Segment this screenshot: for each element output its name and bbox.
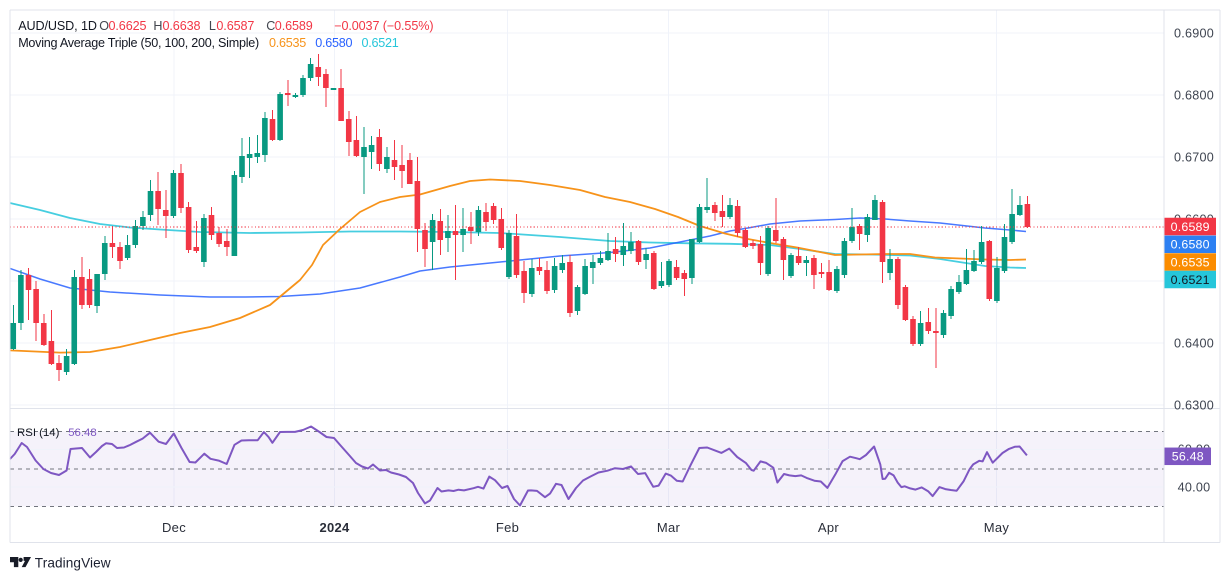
- svg-text:0.6589: 0.6589: [1171, 220, 1210, 234]
- svg-text:0.6580: 0.6580: [1171, 238, 1210, 252]
- svg-text:Feb: Feb: [496, 520, 519, 535]
- svg-text:56.48: 56.48: [1172, 450, 1204, 464]
- svg-text:0.6300: 0.6300: [1174, 398, 1214, 412]
- svg-text:0.6900: 0.6900: [1174, 26, 1214, 40]
- svg-text:0.6400: 0.6400: [1174, 336, 1214, 350]
- svg-text:2024: 2024: [319, 520, 350, 535]
- svg-text:0.6700: 0.6700: [1174, 150, 1214, 164]
- svg-text:Apr: Apr: [818, 520, 840, 535]
- svg-text:40.00: 40.00: [1178, 480, 1211, 494]
- svg-text:0.6521: 0.6521: [1171, 273, 1210, 287]
- svg-text:TradingView: TradingView: [35, 556, 111, 571]
- svg-text:May: May: [984, 520, 1010, 535]
- svg-text:RSI (14)56.48: RSI (14) 56.48: [17, 427, 97, 439]
- svg-text:Dec: Dec: [162, 520, 186, 535]
- svg-text:0.6800: 0.6800: [1174, 88, 1214, 102]
- svg-text:Mar: Mar: [657, 520, 681, 535]
- svg-text:Moving Average Triple (50, 100: Moving Average Triple (50, 100, 200, Sim…: [18, 36, 399, 50]
- svg-text:0.6535: 0.6535: [1171, 255, 1210, 269]
